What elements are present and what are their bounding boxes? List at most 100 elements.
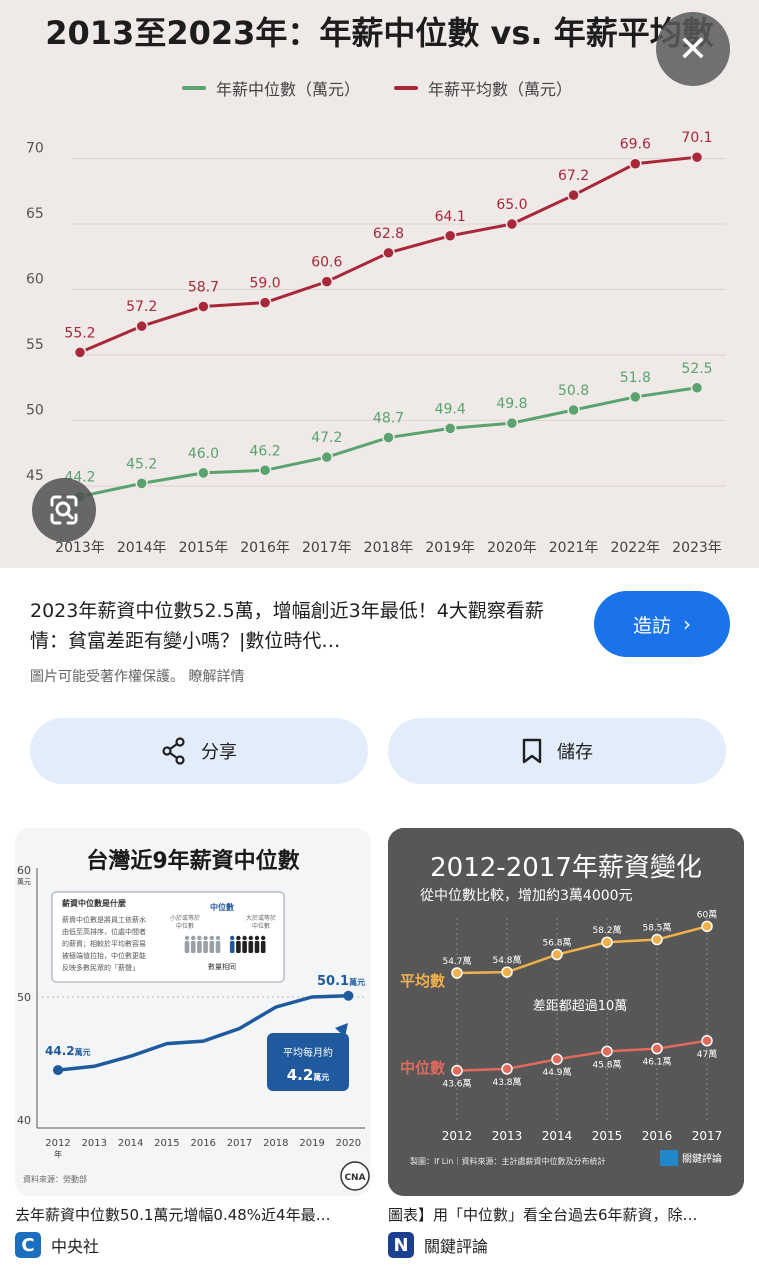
right-card-title: 2012-2017年薪資變化 (430, 853, 702, 883)
y-tick-label: 65 (26, 206, 44, 222)
person-figure (242, 941, 247, 953)
definition-box-title: 薪資中位數是什麼 (62, 898, 126, 908)
person-figure (260, 941, 266, 953)
diagram-right-label-1: 大於或等於 (246, 914, 276, 922)
left-card-chart: 台灣近9年薪資中位數 薪資中位數是什麼 薪資中位數是將員工依薪水 由低至高排序，… (15, 828, 371, 1196)
data-point (701, 920, 713, 933)
data-label: 60.6 (311, 255, 342, 271)
person-figure (254, 935, 260, 941)
related-image-card[interactable]: 台灣近9年薪資中位數 薪資中位數是什麼 薪資中位數是將員工依薪水 由低至高排序，… (15, 828, 371, 1196)
data-point (567, 188, 580, 202)
person-figure (191, 935, 196, 941)
legend-mean: 年薪平均數（萬元） (394, 76, 572, 100)
series-label-median: 中位數 (400, 1059, 445, 1077)
related-site-left[interactable]: C 中央社 (15, 1232, 99, 1258)
cna-logo-text: CNA (344, 1173, 365, 1183)
close-icon: ✕ (677, 28, 709, 70)
right-card-footer: 製圖：If Lin｜資料來源：主計處薪資中位數及分布統計 (410, 1156, 605, 1166)
data-label: 46.2 (250, 443, 281, 459)
related-caption-right[interactable]: 圖表】用「中位數」看全台過去6年薪資，除… (388, 1206, 698, 1224)
data-label: 58.7 (188, 280, 219, 296)
data-label: 62.8 (373, 226, 404, 242)
related-caption-left[interactable]: 去年薪資中位數50.1萬元增幅0.48%近4年最… (15, 1206, 331, 1224)
x-tick-label: 2017 (692, 1129, 723, 1143)
data-point (690, 150, 704, 164)
visit-button[interactable]: 造訪 › (594, 591, 730, 657)
legend-median-swatch (182, 86, 206, 90)
data-label: 54.7萬 (442, 955, 471, 967)
x-tick-label: 2020年 (487, 540, 537, 556)
person-figure (261, 935, 266, 941)
x-tick-label: 2012 (45, 1138, 70, 1149)
data-point (551, 948, 563, 961)
data-label: 58.2萬 (592, 924, 621, 936)
data-point (551, 1053, 563, 1065)
person-figure (209, 941, 215, 953)
person-figure (215, 941, 221, 953)
series-line (456, 1039, 708, 1072)
data-point (501, 966, 513, 978)
end-value-label: 50.1萬元 (317, 974, 365, 989)
footer-logo-mark (660, 1150, 678, 1166)
data-label: 48.7 (373, 411, 404, 427)
data-label: 46.0 (188, 446, 219, 462)
data-point (258, 464, 272, 477)
right-chart-lines: 54.7萬 54.8萬 56.8萬 58.2萬 58.5萬 60萬 43.6萬 43.8萬 44… (442, 908, 717, 1089)
definition-line-2: 由低至高排序，位處中間者 (62, 927, 146, 936)
person-figure (184, 941, 190, 953)
person-figure (197, 941, 202, 953)
diagram-left-label-2: 中位數 (176, 922, 194, 930)
diagram-right-label-2: 中位數 (252, 922, 270, 930)
left-card-title: 台灣近9年薪資中位數 (86, 848, 299, 874)
diagram-left-label-1: 小於或等於 (170, 914, 200, 922)
data-label: 47萬 (697, 1048, 717, 1060)
legend-mean-swatch (394, 86, 418, 90)
people-figures (184, 935, 266, 953)
lens-search-button[interactable] (32, 478, 96, 542)
share-button[interactable]: 分享 (30, 718, 368, 784)
cna-favicon-icon: C (15, 1232, 41, 1258)
right-chart-grid: 2012 2013 2014 2015 2016 2017 (442, 918, 723, 1143)
person-figure (209, 935, 214, 941)
x-tick-label: 2017 (227, 1138, 252, 1149)
series-label-mean: 平均數 (400, 972, 445, 990)
data-point (601, 1045, 613, 1058)
person-figure (248, 941, 254, 953)
data-label: 51.8 (620, 370, 651, 386)
person-figure (197, 935, 202, 941)
site-name: 關鍵評論 (424, 1237, 489, 1256)
data-label: 44.9萬 (542, 1066, 571, 1078)
definition-box (51, 891, 285, 983)
data-point (629, 157, 642, 170)
person-figure (230, 935, 235, 941)
callout-value: 4.2萬元 (287, 1066, 330, 1084)
person-figure (190, 941, 196, 953)
x-tick-label: 2013 (82, 1138, 107, 1149)
data-point (505, 217, 519, 231)
data-label: 52.5 (681, 361, 712, 377)
series-line (456, 925, 708, 975)
y-tick-label: 50 (17, 991, 31, 1004)
data-point (53, 1065, 63, 1076)
x-tick-label: 2019 (299, 1138, 324, 1149)
related-image-card[interactable]: 2012-2017年薪資變化 從中位數比較，增加約3萬4000元 2012 201… (388, 828, 744, 1196)
person-figure (229, 941, 235, 953)
copyright-notice: 圖片可能受著作權保護。 瞭解詳情 (30, 666, 244, 686)
related-site-right[interactable]: N 關鍵評論 (388, 1232, 488, 1258)
data-label: 43.8萬 (492, 1076, 521, 1088)
data-label: 46.1萬 (642, 1056, 671, 1068)
x-tick-label: 2018 (263, 1138, 288, 1149)
save-button[interactable]: 儲存 (388, 718, 726, 784)
learn-more-link[interactable]: 瞭解詳情 (188, 669, 245, 685)
data-point (197, 300, 210, 313)
data-point (343, 990, 354, 1001)
result-title-link[interactable]: 2023年薪資中位數52.5萬，增幅創近3年最低！4大觀察看薪情：貧富差距有變小… (30, 600, 544, 652)
data-label: 56.8萬 (542, 937, 571, 949)
chevron-right-icon: › (683, 612, 691, 636)
cna-logo (340, 1161, 370, 1191)
person-figure (203, 941, 208, 953)
definition-line-5: 反映多數民眾的「薪聲」 (62, 963, 139, 972)
close-button[interactable]: ✕ (656, 12, 730, 86)
definition-line-4: 被極端值拉抬，中位數更能 (62, 951, 146, 960)
data-label: 50.8 (558, 383, 589, 399)
